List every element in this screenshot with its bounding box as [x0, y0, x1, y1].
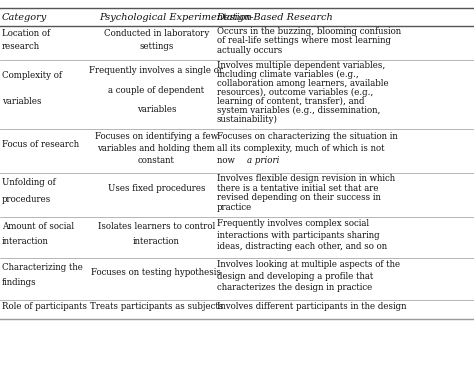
Text: Involves multiple dependent variables,: Involves multiple dependent variables, — [217, 61, 385, 70]
Text: a couple of dependent: a couple of dependent — [109, 86, 204, 95]
Text: research: research — [2, 42, 40, 51]
Text: Design-Based Research: Design-Based Research — [217, 13, 333, 22]
Text: Treats participants as subjects: Treats participants as subjects — [90, 302, 223, 311]
Text: Involves flexible design revision in which: Involves flexible design revision in whi… — [217, 174, 395, 183]
Text: learning of content, transfer), and: learning of content, transfer), and — [217, 97, 364, 106]
Text: Characterizing the: Characterizing the — [2, 263, 83, 272]
Text: ideas, distracting each other, and so on: ideas, distracting each other, and so on — [217, 242, 387, 251]
Text: there is a tentative initial set that are: there is a tentative initial set that ar… — [217, 184, 378, 193]
Text: Focuses on identifying a few: Focuses on identifying a few — [95, 132, 218, 141]
Text: Amount of social: Amount of social — [2, 222, 74, 231]
Text: all its complexity, much of which is not: all its complexity, much of which is not — [217, 144, 384, 153]
Text: Occurs in the buzzing, blooming confusion: Occurs in the buzzing, blooming confusio… — [217, 27, 401, 36]
Text: actually occurs: actually occurs — [217, 46, 282, 55]
Text: variables and holding them: variables and holding them — [98, 144, 215, 153]
Text: procedures: procedures — [2, 195, 51, 204]
Text: sustainability): sustainability) — [217, 115, 278, 125]
Text: characterizes the design in practice: characterizes the design in practice — [217, 283, 372, 292]
Text: Focus of research: Focus of research — [2, 140, 79, 149]
Text: Conducted in laboratory: Conducted in laboratory — [104, 29, 209, 38]
Text: resources), outcome variables (e.g.,: resources), outcome variables (e.g., — [217, 88, 373, 97]
Text: including climate variables (e.g.,: including climate variables (e.g., — [217, 70, 358, 79]
Text: a priori: a priori — [247, 156, 280, 165]
Text: interaction: interaction — [2, 238, 49, 247]
Text: now: now — [217, 156, 237, 165]
Text: Role of participants: Role of participants — [2, 302, 87, 311]
Text: interaction: interaction — [133, 238, 180, 247]
Text: Complexity of: Complexity of — [2, 70, 62, 79]
Text: variables: variables — [2, 97, 41, 106]
Text: Location of: Location of — [2, 29, 50, 38]
Text: revised depending on their success in: revised depending on their success in — [217, 193, 381, 202]
Text: practice: practice — [217, 203, 252, 212]
Text: Psychological Experimentation: Psychological Experimentation — [100, 13, 253, 22]
Text: Involves looking at multiple aspects of the: Involves looking at multiple aspects of … — [217, 260, 400, 269]
Text: Frequently involves complex social: Frequently involves complex social — [217, 219, 369, 228]
Text: Uses fixed procedures: Uses fixed procedures — [108, 184, 205, 193]
Text: Focuses on characterizing the situation in: Focuses on characterizing the situation … — [217, 132, 397, 141]
Text: Category: Category — [2, 13, 47, 22]
Text: collaboration among learners, available: collaboration among learners, available — [217, 79, 388, 88]
Text: Isolates learners to control: Isolates learners to control — [98, 222, 215, 231]
Text: Focuses on testing hypothesis: Focuses on testing hypothesis — [91, 268, 221, 277]
Text: of real-life settings where most learning: of real-life settings where most learnin… — [217, 37, 391, 46]
Text: design and developing a profile that: design and developing a profile that — [217, 272, 373, 280]
Text: Frequently involves a single or: Frequently involves a single or — [90, 66, 223, 75]
Text: settings: settings — [139, 42, 173, 51]
Text: constant: constant — [138, 156, 175, 165]
Text: interactions with participants sharing: interactions with participants sharing — [217, 231, 379, 239]
Text: system variables (e.g., dissemination,: system variables (e.g., dissemination, — [217, 106, 380, 115]
Text: Involves different participants in the design: Involves different participants in the d… — [217, 302, 406, 311]
Text: variables: variables — [137, 105, 176, 114]
Text: findings: findings — [2, 279, 36, 288]
Text: Unfolding of: Unfolding of — [2, 178, 55, 187]
